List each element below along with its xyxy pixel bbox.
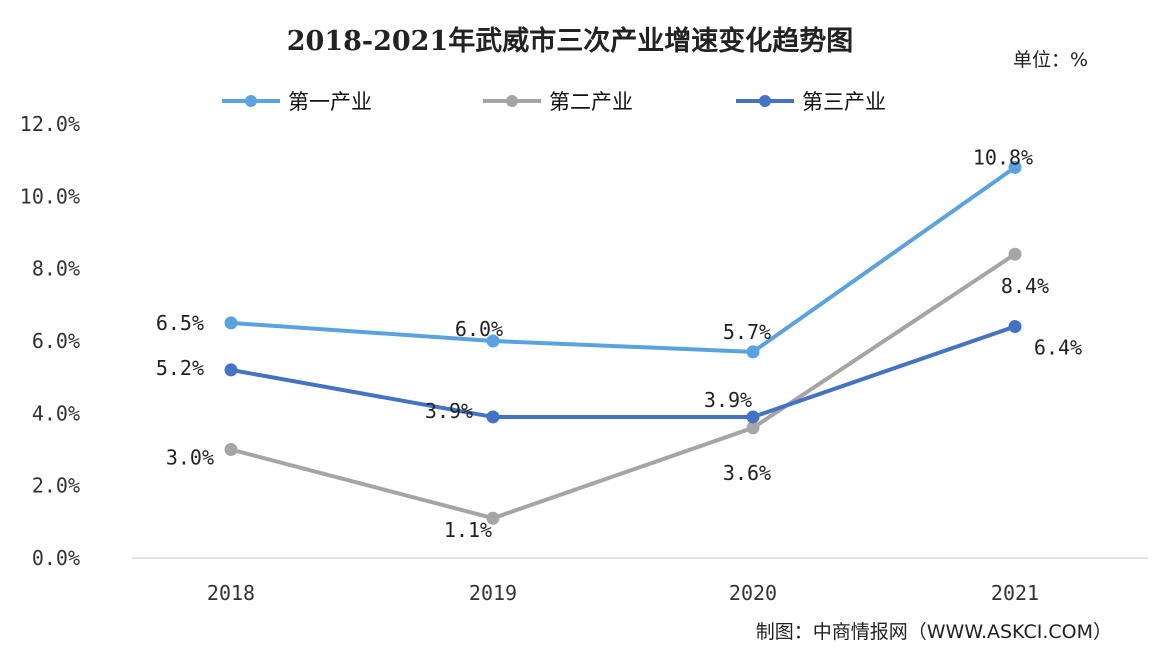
y-tick-label: 0.0% (32, 546, 80, 570)
y-tick-label: 8.0% (32, 257, 80, 281)
data-point (1008, 160, 1022, 174)
data-label: 3.9% (425, 399, 473, 423)
legend-label: 第三产业 (802, 90, 886, 114)
data-label: 6.5% (156, 311, 204, 335)
legend-swatch-marker (506, 95, 518, 107)
data-label: 8.4% (1001, 274, 1049, 298)
legend: 第一产业 第二产业 第三产业 (222, 90, 886, 114)
data-point (486, 410, 500, 424)
plot-area: 6.5% 6.0% 5.7% 10.8% 3.0% 1.1% 3.6% 8.4% 5.2% 3.9… (156, 145, 1082, 542)
series-line (229, 324, 1017, 419)
unit-label: 单位：% (1013, 49, 1088, 71)
legend-item: 第二产业 (483, 90, 633, 114)
x-tick-label: 2020 (729, 581, 777, 605)
y-tick-label: 2.0% (32, 474, 80, 498)
data-point (746, 410, 760, 424)
data-label: 5.2% (156, 356, 204, 380)
x-tick-label: 2019 (469, 581, 517, 605)
y-tick-label: 4.0% (32, 401, 80, 425)
source-note: 制图：中商情报网（WWW.ASKCI.COM） (756, 621, 1112, 643)
legend-swatch-marker (245, 95, 257, 107)
chart-title: 2018-2021年武威市三次产业增速变化趋势图 (287, 25, 854, 57)
data-label: 3.6% (723, 461, 771, 485)
data-label: 6.0% (455, 317, 503, 341)
series-1: 6.5% 6.0% 5.7% 10.8% (156, 145, 1033, 359)
x-tick-label: 2018 (207, 581, 255, 605)
data-point (224, 363, 238, 377)
y-tick-label: 6.0% (32, 329, 80, 353)
series-2: 3.0% 1.1% 3.6% 8.4% (166, 247, 1049, 542)
data-label: 6.4% (1034, 336, 1082, 360)
data-label: 1.1% (444, 518, 492, 542)
legend-label: 第二产业 (549, 90, 633, 114)
data-point (224, 443, 238, 456)
legend-item: 第一产业 (222, 90, 372, 114)
data-point (1008, 320, 1022, 334)
legend-label: 第一产业 (288, 90, 372, 114)
legend-item: 第三产业 (736, 90, 886, 114)
x-axis: 2018 2019 2020 2021 (207, 581, 1039, 605)
x-tick-label: 2021 (991, 581, 1039, 605)
data-label: 5.7% (723, 320, 771, 344)
data-point (746, 345, 760, 359)
data-point (486, 334, 500, 348)
legend-swatch-marker (759, 95, 771, 107)
data-point (486, 511, 500, 525)
data-point (1008, 247, 1022, 261)
series-3: 5.2% 3.9% 3.9% 6.4% (156, 320, 1082, 424)
series-line (229, 252, 1017, 521)
y-axis: 0.0% 2.0% 4.0% 6.0% 8.0% 10.0% 12.0% (20, 112, 80, 570)
y-tick-label: 10.0% (20, 184, 80, 208)
data-label: 3.9% (704, 388, 752, 412)
series-line (229, 165, 1017, 354)
y-tick-label: 12.0% (20, 112, 80, 136)
data-label: 10.8% (973, 145, 1033, 169)
data-label: 3.0% (166, 446, 214, 470)
data-point (746, 421, 760, 435)
data-point (224, 316, 238, 330)
